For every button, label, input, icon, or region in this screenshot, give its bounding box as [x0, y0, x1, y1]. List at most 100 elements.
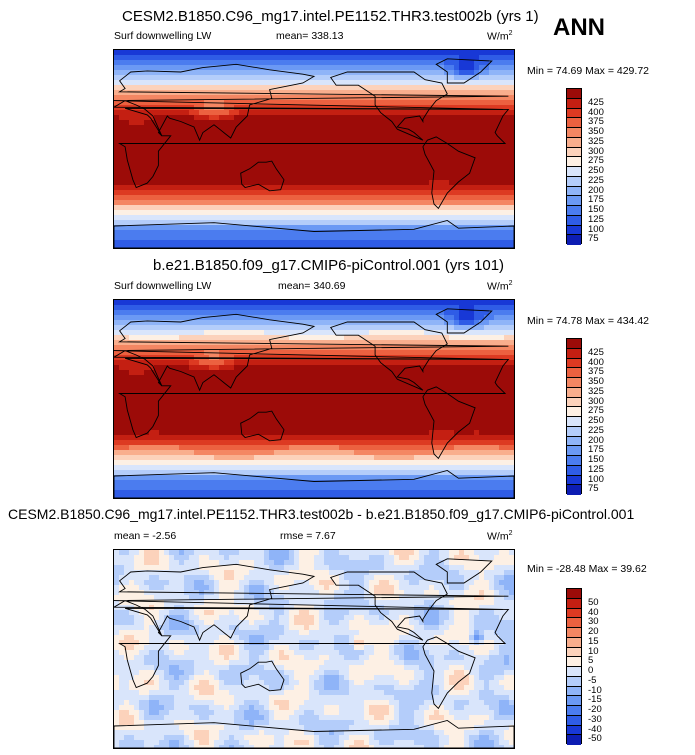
field-cell — [224, 390, 230, 396]
field-cell — [254, 185, 260, 191]
field-cell — [394, 105, 400, 111]
field-cell — [409, 140, 415, 146]
field-cell — [374, 390, 380, 396]
field-cell — [194, 215, 200, 221]
field-cell — [229, 395, 235, 401]
field-cell — [394, 90, 400, 96]
field-cell — [319, 135, 325, 141]
field-cell — [329, 105, 335, 111]
field-cell — [204, 365, 210, 371]
field-cell — [459, 65, 465, 71]
field-cell — [474, 245, 480, 248]
field-cell — [469, 245, 475, 248]
field-cell — [279, 175, 285, 181]
field-cell — [219, 75, 225, 81]
field-cell — [419, 175, 425, 181]
field-cell — [284, 240, 290, 246]
field-cell — [399, 105, 405, 111]
field-cell — [229, 170, 235, 176]
field-cell — [354, 160, 360, 166]
field-cell — [134, 80, 140, 86]
field-cell — [489, 300, 495, 306]
field-cell — [364, 340, 370, 346]
field-cell — [469, 160, 475, 166]
field-cell — [414, 100, 420, 106]
field-cell — [169, 130, 175, 136]
field-cell — [419, 135, 425, 141]
field-cell — [219, 80, 225, 86]
field-cell — [189, 325, 195, 331]
field-cell — [299, 165, 305, 171]
field-cell — [379, 405, 385, 411]
field-cell — [224, 210, 230, 216]
colorbar-swatch — [567, 176, 581, 187]
field-cell — [144, 300, 150, 306]
field-cell — [384, 390, 390, 396]
field-cell — [239, 50, 245, 56]
field-cell — [484, 70, 490, 76]
field-cell — [304, 205, 310, 211]
field-cell — [389, 85, 395, 91]
field-cell — [424, 140, 430, 146]
field-cell — [204, 135, 210, 141]
field-cell — [344, 75, 350, 81]
field-cell — [184, 80, 190, 86]
field-cell — [439, 360, 445, 366]
field-cell — [209, 190, 215, 196]
field-cell — [324, 115, 330, 121]
field-cell — [169, 230, 175, 236]
field-cell — [179, 165, 185, 171]
field-cell — [239, 100, 245, 106]
field-cell — [289, 220, 295, 226]
field-cell — [509, 155, 514, 161]
field-cell — [174, 230, 180, 236]
field-cell — [344, 245, 350, 248]
field-cell — [324, 100, 330, 106]
field-cell — [119, 375, 125, 381]
field-cell — [344, 215, 350, 221]
field-cell — [164, 225, 170, 231]
field-cell — [264, 140, 270, 146]
field-cell — [214, 145, 220, 151]
field-cell — [254, 170, 260, 176]
colorbar-tick-label: 425 — [588, 96, 604, 108]
field-cell — [194, 70, 200, 76]
field-cell — [494, 305, 500, 311]
field-cell — [154, 150, 160, 156]
field-cell — [189, 390, 195, 396]
map-svg — [114, 50, 514, 248]
field-cell — [154, 305, 160, 311]
field-cell — [279, 165, 285, 171]
field-cell — [309, 180, 315, 186]
field-cell — [474, 230, 480, 236]
field-cell — [249, 125, 255, 131]
field-cell — [279, 315, 285, 321]
field-cell — [359, 305, 365, 311]
field-cell — [489, 80, 495, 86]
field-cell — [459, 55, 465, 61]
field-cell — [489, 170, 495, 176]
field-cell — [199, 210, 205, 216]
field-cell — [324, 235, 330, 241]
field-cell — [299, 330, 305, 336]
field-cell — [264, 405, 270, 411]
field-cell — [219, 65, 225, 71]
field-cell — [154, 120, 160, 126]
field-cell — [119, 360, 125, 366]
field-cell — [139, 55, 145, 61]
field-cell — [474, 190, 480, 196]
field-cell — [379, 320, 385, 326]
field-cell — [479, 305, 485, 311]
field-cell — [239, 235, 245, 241]
field-cell — [474, 55, 480, 61]
field-cell — [254, 335, 260, 341]
field-cell — [309, 315, 315, 321]
field-cell — [459, 390, 465, 396]
field-cell — [384, 350, 390, 356]
field-cell — [134, 320, 140, 326]
field-cell — [374, 320, 380, 326]
field-cell — [314, 225, 320, 231]
field-cell — [484, 335, 490, 341]
field-cell — [214, 140, 220, 146]
field-cell — [464, 185, 470, 191]
